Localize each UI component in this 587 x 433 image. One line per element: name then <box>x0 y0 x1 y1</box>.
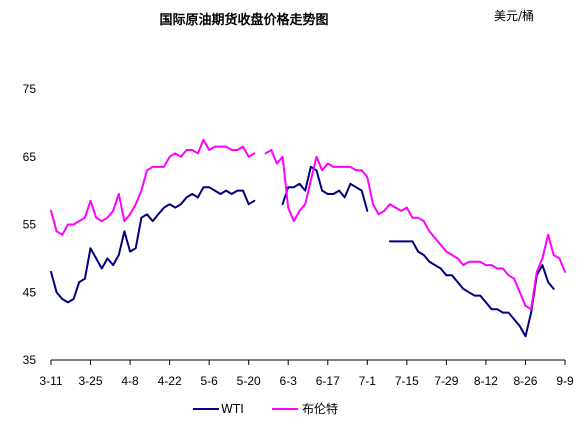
y-tick-label: 75 <box>23 82 37 96</box>
x-tick-label: 5-6 <box>200 374 218 388</box>
x-tick-label: 9-9 <box>556 374 574 388</box>
x-axis: 3-11 3-25 4-8 4-22 5-6 5-20 6-3 6-17 7-1 7-15 7-29… <box>39 359 574 388</box>
x-tick-label: 7-1 <box>359 374 377 388</box>
chart-title: 国际原油期货收盘价格走势图 <box>159 12 328 28</box>
x-tick-label: 3-25 <box>79 374 103 388</box>
legend-label-1: 布伦特 <box>302 401 338 416</box>
unit-label: 美元/桶 <box>494 8 534 23</box>
y-tick-label: 35 <box>23 353 37 367</box>
x-tick-label: 7-29 <box>434 374 458 388</box>
x-tick-label: 5-20 <box>237 374 261 388</box>
x-tick-label: 6-17 <box>316 374 340 388</box>
y-tick-label: 65 <box>23 150 37 164</box>
y-tick-label: 55 <box>23 218 37 232</box>
legend-label-0: WTI <box>221 402 244 416</box>
x-tick-label: 3-11 <box>39 374 62 388</box>
y-tick-label: 45 <box>23 285 37 299</box>
x-tick-label: 6-3 <box>280 374 298 388</box>
x-tick-label: 8-26 <box>513 374 537 388</box>
y-axis: 35 45 55 65 75 <box>23 82 37 367</box>
series-line-1 <box>50 138 566 311</box>
series-layer <box>50 138 566 336</box>
x-tick-label: 8-12 <box>474 374 498 388</box>
x-tick-label: 4-22 <box>158 374 182 388</box>
x-tick-label: 7-15 <box>395 374 419 388</box>
x-tick-label: 4-8 <box>121 374 139 388</box>
legend: WTI 布伦特 <box>193 401 338 416</box>
